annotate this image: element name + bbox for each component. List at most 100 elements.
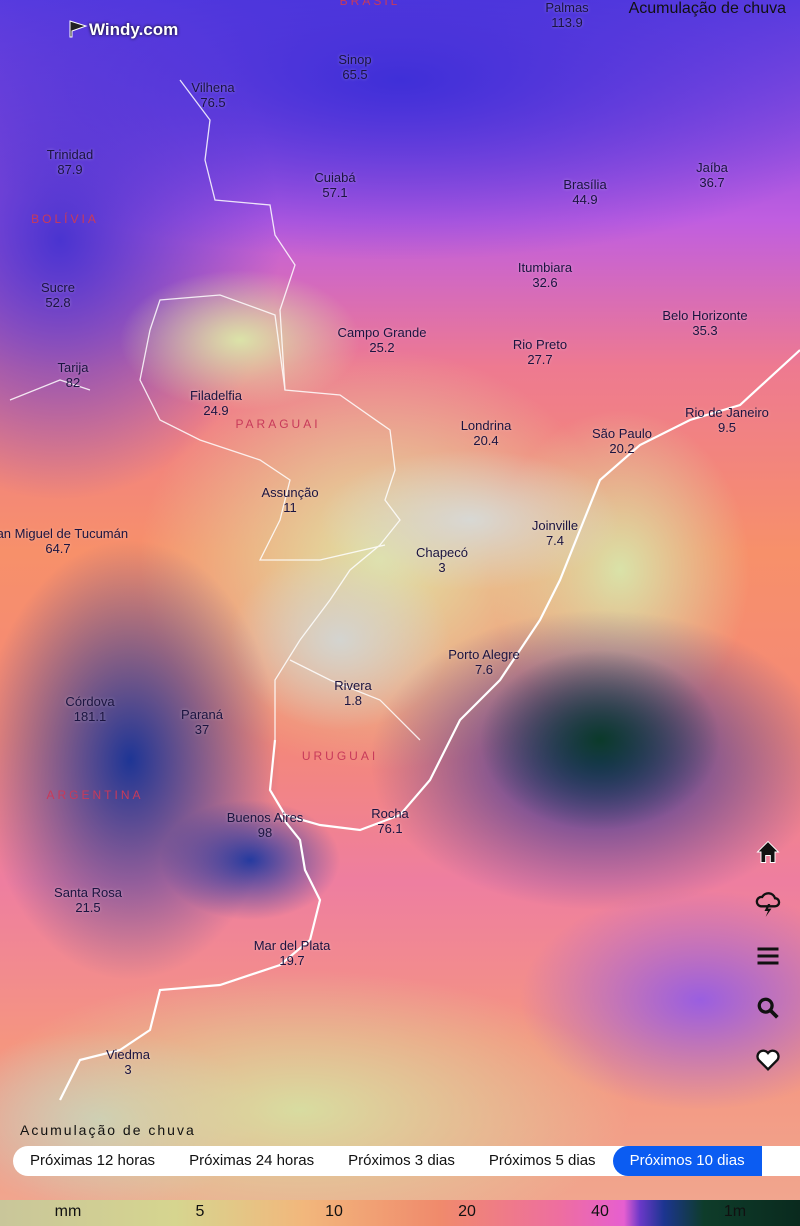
city-label: Rio de Janeiro 9.5 <box>685 405 769 435</box>
time-tab[interactable]: Próximos 10 dias <box>612 1146 762 1176</box>
rain-value: 44.9 <box>572 192 598 207</box>
rain-value: 52.8 <box>45 295 71 310</box>
city-label: Viedma 3 <box>106 1047 150 1077</box>
city-label: Belo Horizonte 35.3 <box>662 308 747 338</box>
legend-label: 5 <box>195 1203 205 1220</box>
rain-value: 25.2 <box>369 340 395 355</box>
right-menu <box>754 838 786 1098</box>
city-label: Itumbiara 32.6 <box>518 260 572 290</box>
rain-value: 113.9 <box>551 15 583 30</box>
rain-value: 37 <box>194 722 210 737</box>
rain-value: 181.1 <box>73 709 107 724</box>
country-label: URUGUAI <box>301 749 379 763</box>
city-label: Rio Preto 27.7 <box>513 337 567 367</box>
rain-value: 7.6 <box>474 662 494 677</box>
city-label: Chapecó 3 <box>416 545 468 575</box>
city-name: Assunção <box>261 485 319 500</box>
legend-label: 10 <box>325 1203 343 1220</box>
rain-value: 57.1 <box>322 185 348 200</box>
storm-icon[interactable] <box>754 890 782 918</box>
city-label: Tarija 82 <box>57 360 88 390</box>
city-name: Córdova <box>65 694 115 709</box>
city-name: Sinop <box>338 52 372 67</box>
rain-value: 27.7 <box>527 352 553 367</box>
city-label: Sinop 65.5 <box>338 52 371 82</box>
city-name: Rio Preto <box>512 337 568 352</box>
city-name: Rivera <box>334 678 372 693</box>
city-label: Filadelfia 24.9 <box>190 388 242 418</box>
city-label: Brasília 44.9 <box>563 177 606 207</box>
rain-value: 87.9 <box>57 162 83 177</box>
rain-value: 19.7 <box>279 953 305 968</box>
city-label: Campo Grande 25.2 <box>338 325 427 355</box>
city-label: San Miguel de Tucumán 64.7 <box>0 526 128 556</box>
city-label: Vilhena 76.5 <box>191 80 234 110</box>
windy-logo[interactable]: Windy.com <box>68 20 178 40</box>
city-name: Cuiabá <box>314 170 356 185</box>
rain-value: 98 <box>257 825 273 840</box>
city-name: Rocha <box>371 806 409 821</box>
city-name: Belo Horizonte <box>662 308 748 323</box>
city-label: Paraná 37 <box>181 707 223 737</box>
city-label: Sucre 52.8 <box>41 280 75 310</box>
time-tab[interactable]: Próximas 24 horas <box>189 1152 315 1169</box>
time-tab[interactable]: Próximas 12 horas <box>30 1152 156 1169</box>
city-name: Campo Grande <box>337 325 427 340</box>
rain-value: 32.6 <box>532 275 558 290</box>
city-name: São Paulo <box>592 426 652 441</box>
country-label: BOLÍVIA <box>31 212 99 226</box>
rain-value: 24.9 <box>203 403 229 418</box>
legend-label: 1m <box>723 1203 747 1220</box>
time-tab[interactable]: Próximos 3 dias <box>348 1152 455 1169</box>
city-name: Filadelfia <box>189 388 243 403</box>
city-name: Itumbiara <box>517 260 573 275</box>
time-range-tabs: Próximas 12 horas Próximas 24 horas Próxim… <box>13 1146 800 1176</box>
city-name: Sucre <box>41 280 75 295</box>
city-name: Londrina <box>460 418 512 433</box>
search-icon[interactable] <box>754 994 782 1022</box>
city-label: Santa Rosa 21.5 <box>54 885 122 915</box>
rain-value: 76.5 <box>200 95 226 110</box>
city-name: Tarija <box>57 360 89 375</box>
city-name: Porto Alegre <box>448 647 520 662</box>
logo-flag <box>69 20 88 38</box>
layer-title: Acumulação de chuva <box>628 0 786 17</box>
favorite-icon[interactable] <box>754 1046 782 1074</box>
rain-value: 9.5 <box>717 420 737 435</box>
rain-value: 3 <box>124 1062 132 1077</box>
city-name: Paraná <box>181 707 223 722</box>
legend-label: 40 <box>591 1203 609 1220</box>
city-name: Rio de Janeiro <box>685 405 769 420</box>
city-label: São Paulo 20.2 <box>592 426 652 456</box>
time-tab[interactable]: Próximos 5 dias <box>488 1152 596 1169</box>
rain-value: 35.3 <box>692 323 718 338</box>
menu-icon[interactable] <box>754 942 782 970</box>
legend-label: mm <box>54 1203 82 1220</box>
city-name: Santa Rosa <box>54 885 122 900</box>
city-label: Assunção 11 <box>261 485 318 515</box>
city-label: Jaíba 36.7 <box>696 160 728 190</box>
city-label: Trinidad 87.9 <box>47 147 93 177</box>
city-label: Cuiabá 57.1 <box>314 170 355 200</box>
city-name: Brasília <box>563 177 607 192</box>
rain-value: 1.8 <box>343 693 363 708</box>
city-name: Vilhena <box>191 80 235 95</box>
rain-value: 82 <box>65 375 81 390</box>
city-label: Joinville 7.4 <box>532 518 578 548</box>
country-label: BRASIL <box>339 0 401 8</box>
city-name: Buenos Aires <box>226 810 304 825</box>
rain-value: 36.7 <box>699 175 725 190</box>
rain-value: 20.2 <box>609 441 635 456</box>
rain-value: 3 <box>438 560 446 575</box>
city-name: Chapecó <box>415 545 469 560</box>
city-name: Viedma <box>106 1047 150 1062</box>
home-icon[interactable] <box>754 838 782 866</box>
color-legend: mm 5 10 20 40 1m <box>0 1200 800 1226</box>
city-label: Londrina 20.4 <box>461 418 512 448</box>
rain-value: 7.4 <box>545 533 565 548</box>
rain-value: 20.4 <box>473 433 499 448</box>
city-label: Porto Alegre 7.6 <box>448 647 520 677</box>
rain-value: 64.7 <box>45 541 71 556</box>
